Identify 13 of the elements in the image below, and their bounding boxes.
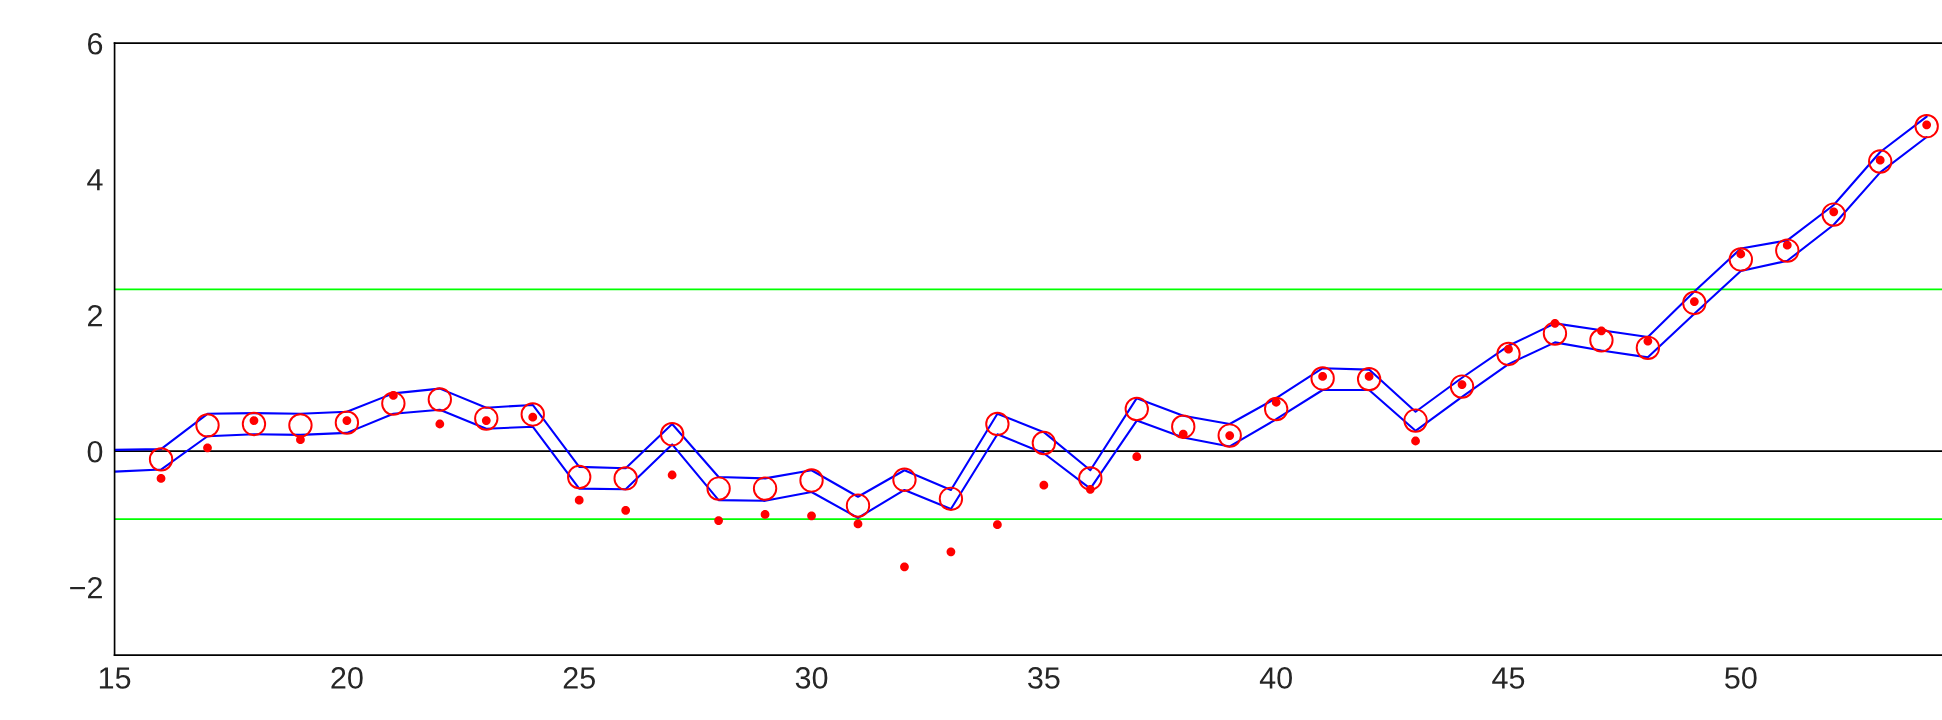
x-tick-label: 20 bbox=[331, 667, 363, 689]
x-tick-label: 40 bbox=[1259, 667, 1292, 689]
x-tick-label: 35 bbox=[1028, 667, 1060, 689]
y-tick-label: 6 bbox=[88, 32, 103, 55]
x-tick-label: 30 bbox=[795, 667, 828, 689]
x-tick-label: 45 bbox=[1492, 667, 1525, 689]
y-tick-label: 2 bbox=[88, 304, 102, 327]
x-tick-label: 25 bbox=[563, 667, 595, 689]
x-tick-label: 15 bbox=[99, 667, 131, 689]
y-tick-label: 4 bbox=[87, 169, 103, 191]
x-tick-label: 50 bbox=[1725, 667, 1757, 689]
y-tick-label: 0 bbox=[87, 440, 103, 463]
y-tick-label: −2 bbox=[70, 576, 102, 599]
